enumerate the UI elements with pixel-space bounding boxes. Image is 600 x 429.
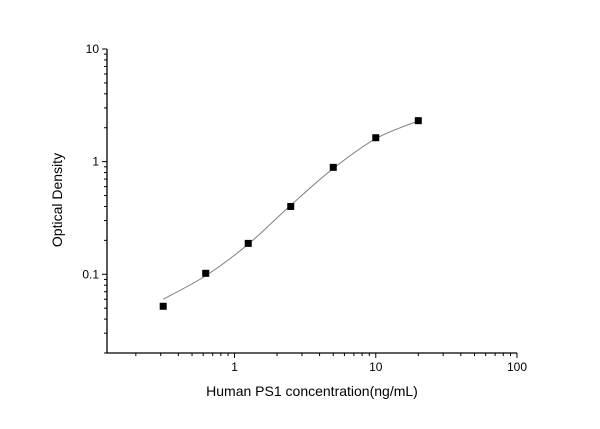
data-point bbox=[372, 134, 380, 142]
y-tick-label: 10 bbox=[86, 42, 100, 56]
data-point bbox=[244, 239, 252, 247]
y-axis-label: Optical Density bbox=[49, 153, 65, 247]
axes bbox=[102, 48, 518, 358]
data-point bbox=[159, 302, 167, 310]
x-axis-label: Human PS1 concentration(ng/mL) bbox=[206, 383, 418, 399]
x-tick-label: 100 bbox=[507, 360, 527, 374]
y-tick-label: 1 bbox=[92, 155, 99, 169]
x-tick-label: 1 bbox=[231, 360, 238, 374]
data-point bbox=[329, 163, 337, 171]
data-point bbox=[287, 202, 295, 210]
y-tick-label: 0.1 bbox=[82, 267, 99, 281]
data-point bbox=[202, 269, 210, 277]
x-tick-label: 10 bbox=[369, 360, 383, 374]
tick-labels: 1 10 100 0.1 1 10 bbox=[82, 42, 527, 374]
data-point bbox=[414, 117, 422, 125]
data-points bbox=[159, 117, 422, 310]
fit-curve bbox=[162, 120, 419, 300]
